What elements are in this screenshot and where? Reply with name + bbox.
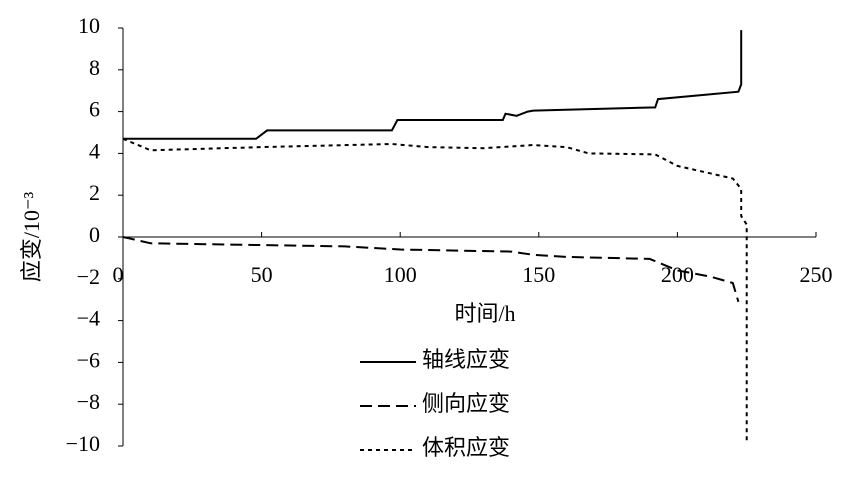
y-tick-label: −6: [77, 347, 100, 372]
y-axis-label: 应变/10⁻³: [19, 191, 44, 282]
legend-label: 侧向应变: [422, 391, 510, 416]
x-tick-label: 150: [522, 262, 555, 287]
y-tick-label: 4: [89, 138, 100, 163]
y-tick-label: 8: [89, 55, 100, 80]
y-tick-label: 2: [89, 180, 100, 205]
x-axis-label: 时间/h: [454, 301, 515, 326]
y-tick-label: −10: [66, 431, 100, 456]
y-tick-label: −4: [77, 306, 100, 331]
x-tick-label: 100: [384, 262, 417, 287]
x-tick-label: 50: [251, 262, 273, 287]
line-series: [122, 236, 740, 303]
line-series: [123, 30, 743, 140]
y-tick-label: 6: [89, 97, 100, 122]
y-tick-label: 10: [78, 13, 100, 38]
y-tick-label: 0: [89, 222, 100, 247]
x-tick-label: 0: [113, 262, 124, 287]
y-tick-label: −2: [77, 264, 100, 289]
x-tick-label: 250: [800, 262, 833, 287]
line-series: [122, 137, 748, 442]
y-tick-label: −8: [77, 389, 100, 414]
legend-label: 轴线应变: [422, 347, 510, 372]
legend-label: 体积应变: [422, 435, 510, 460]
